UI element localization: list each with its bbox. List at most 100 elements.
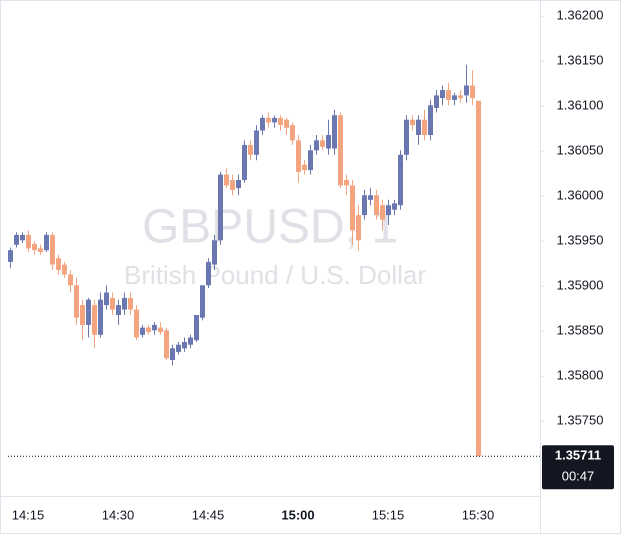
price-tick-label: 1.35850: [557, 323, 604, 338]
price-tick-label: 1.35900: [557, 278, 604, 293]
candle-body: [110, 297, 115, 310]
candle-body: [224, 174, 229, 186]
candle-body: [404, 119, 409, 155]
time-tick-label: 15:30: [462, 507, 495, 522]
candle-body: [422, 119, 427, 135]
candle-body: [140, 327, 145, 335]
price-tick-label: 1.36200: [557, 8, 604, 23]
candle-body: [338, 115, 343, 186]
candle-body: [44, 234, 49, 251]
countdown-label: 00:47: [562, 469, 595, 484]
candle-body: [146, 327, 151, 333]
candle-body: [80, 305, 85, 325]
candle-body: [446, 90, 451, 100]
candle-body: [92, 305, 97, 335]
candle-body: [128, 297, 133, 310]
candle-body: [194, 315, 199, 341]
candle-body: [308, 150, 313, 171]
candle-body: [296, 140, 301, 172]
time-tick-label: 15:00: [281, 507, 314, 522]
candle-body: [326, 135, 331, 149]
candle-body: [302, 164, 307, 171]
candle-body: [230, 180, 235, 190]
candle-body: [464, 85, 469, 96]
candle-body: [266, 117, 271, 123]
price-tick-label: 1.35750: [557, 413, 604, 428]
candle-body: [254, 130, 259, 155]
candle-body: [86, 299, 91, 325]
candle-body: [392, 203, 397, 210]
candle-body: [134, 309, 139, 338]
candle-body: [272, 117, 277, 123]
candle-body: [68, 274, 73, 286]
candle-body: [8, 250, 13, 262]
candle-body: [248, 144, 253, 155]
candle-body: [368, 195, 373, 200]
candle-body: [14, 234, 19, 245]
candle-body: [428, 105, 433, 135]
candle-body: [374, 195, 379, 216]
candle-body: [200, 285, 205, 318]
candle-body: [416, 119, 421, 135]
candle-body: [38, 248, 43, 252]
candle-body: [218, 174, 223, 241]
candle-body: [152, 324, 157, 331]
candle-body: [98, 299, 103, 335]
candle-body: [32, 243, 37, 251]
chart-frame: [0, 0, 621, 534]
price-tick-label: 1.36150: [557, 53, 604, 68]
candle-body: [74, 285, 79, 318]
time-tick-label: 14:30: [102, 507, 135, 522]
candle-body: [116, 305, 121, 315]
candle-body: [452, 95, 457, 100]
candle-body: [206, 261, 211, 286]
candle-body: [290, 125, 295, 141]
candle-body: [434, 95, 439, 108]
candle-body: [62, 264, 67, 275]
candle-body: [470, 85, 475, 99]
candle-body: [398, 154, 403, 206]
candle-body: [104, 292, 109, 306]
time-tick-label: 14:45: [192, 507, 225, 522]
candle-body: [158, 327, 163, 333]
candle-body: [314, 140, 319, 151]
candle-body: [56, 258, 61, 270]
candle-body: [170, 348, 175, 360]
candle-body: [458, 95, 463, 99]
candle-body: [20, 234, 25, 241]
candle-body: [188, 337, 193, 345]
candle-body: [476, 100, 481, 457]
candle-body: [284, 119, 289, 128]
candle-body: [410, 119, 415, 126]
last-price-label: 1.35711: [555, 448, 601, 463]
time-tick-label: 14:15: [12, 507, 45, 522]
candle-body: [440, 90, 445, 99]
price-tick-label: 1.35950: [557, 233, 604, 248]
candle-body: [362, 195, 367, 216]
candle-body: [212, 240, 217, 265]
candle-body: [182, 342, 187, 349]
price-tick-label: 1.36000: [557, 188, 604, 203]
last-price-box: [542, 445, 614, 490]
candle-body: [176, 344, 181, 352]
candle-body: [26, 234, 31, 249]
candles: [8, 64, 481, 457]
candle-body: [344, 180, 349, 186]
candle-body: [260, 117, 265, 131]
candle-body: [122, 297, 127, 310]
candle-body: [386, 205, 391, 216]
candle-body: [320, 140, 325, 147]
price-tick-label: 1.36100: [557, 98, 604, 113]
candle-body: [164, 330, 169, 359]
candle-body: [356, 215, 361, 241]
candle-body: [236, 180, 241, 189]
candle-body: [380, 205, 385, 220]
price-tick-label: 1.36050: [557, 143, 604, 158]
candle-body: [50, 234, 55, 265]
time-tick-label: 15:15: [372, 507, 405, 522]
candle-body: [332, 115, 337, 149]
watermark-subtitle: British Pound / U.S. Dollar: [124, 260, 426, 290]
price-tick-label: 1.35800: [557, 368, 604, 383]
candle-body: [242, 144, 247, 180]
